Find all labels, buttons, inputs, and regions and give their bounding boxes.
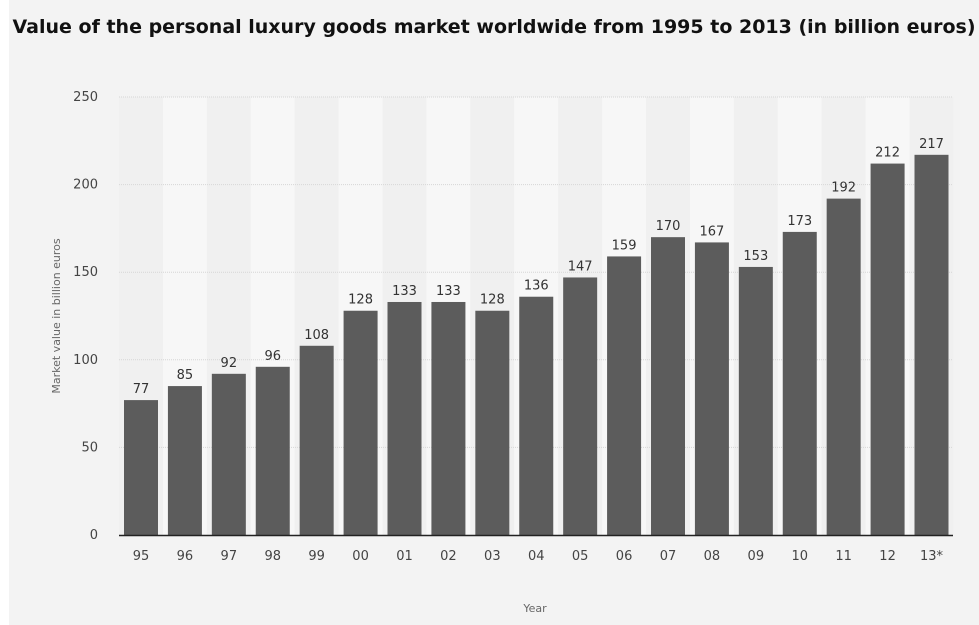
- x-tick-label: 97: [221, 549, 238, 564]
- x-tick-label: 00: [352, 549, 369, 564]
- y-axis-ticks: 0 50 100 150 200 250: [73, 90, 98, 543]
- bar: [299, 345, 334, 535]
- bar: [255, 366, 290, 535]
- bar-value-label: 136: [524, 279, 549, 294]
- y-tick-label: 0: [90, 528, 98, 543]
- y-tick-label: 50: [81, 440, 98, 455]
- x-tick-label: 04: [528, 549, 545, 564]
- bar-value-label: 133: [436, 284, 461, 299]
- bar-value-label: 192: [831, 181, 856, 196]
- bar: [431, 301, 466, 535]
- bar-value-label: 147: [568, 259, 593, 274]
- data-labels: 77 85 92 96 108 128 133 133 128 136 147 159 170 167 15…: [133, 137, 944, 397]
- bar-value-label: 128: [480, 293, 505, 308]
- bar-value-label: 217: [919, 137, 944, 152]
- y-tick-label: 250: [73, 90, 98, 105]
- bar: [738, 266, 773, 535]
- x-tick-label: 11: [835, 549, 852, 564]
- bar-value-label: 153: [743, 249, 768, 264]
- bar: [211, 373, 246, 535]
- y-axis-title: Market value in billion euros: [50, 238, 63, 394]
- bar: [826, 198, 861, 535]
- bar-value-label: 108: [304, 328, 329, 343]
- y-tick-label: 150: [73, 265, 98, 280]
- x-tick-label: 05: [572, 549, 589, 564]
- bar-value-label: 170: [656, 219, 681, 234]
- bar-value-label: 85: [177, 368, 194, 383]
- x-tick-label: 13*: [920, 549, 944, 564]
- bar: [782, 231, 817, 536]
- x-tick-label: 03: [484, 549, 501, 564]
- bar-value-label: 92: [221, 356, 238, 371]
- x-tick-label: 06: [616, 549, 633, 564]
- chart-title: Value of the personal luxury goods marke…: [12, 16, 976, 38]
- bar: [124, 400, 158, 535]
- bar: [607, 256, 642, 535]
- bar-value-label: 77: [133, 382, 150, 397]
- bar: [343, 310, 378, 535]
- x-tick-label: 09: [748, 549, 765, 564]
- bar-value-label: 167: [700, 224, 725, 239]
- bar-value-label: 173: [787, 214, 812, 229]
- x-tick-label: 96: [177, 549, 194, 564]
- x-tick-label: 12: [879, 549, 896, 564]
- x-tick-label: 99: [308, 549, 325, 564]
- bar: [167, 386, 202, 535]
- bar-series: [124, 154, 949, 536]
- bar-value-label: 133: [392, 284, 417, 299]
- y-tick-label: 100: [73, 353, 98, 368]
- bar-value-label: 212: [875, 146, 900, 161]
- x-tick-label: 07: [660, 549, 677, 564]
- bar: [563, 277, 598, 535]
- bar: [694, 242, 729, 535]
- bar-value-label: 96: [264, 349, 281, 364]
- x-tick-label: 95: [133, 549, 150, 564]
- x-axis-title: Year: [522, 602, 547, 615]
- x-tick-label: 02: [440, 549, 457, 564]
- x-tick-label: 10: [791, 549, 808, 564]
- bar: [870, 163, 905, 536]
- bar: [914, 154, 949, 536]
- bar-value-label: 159: [612, 238, 637, 253]
- bar: [651, 237, 685, 535]
- bar-value-label: 128: [348, 293, 373, 308]
- bar: [475, 310, 510, 535]
- x-axis-ticks: 95 96 97 98 99 00 01 02 03 04 05 06 07 08 09 10 11 12 13*: [133, 549, 944, 564]
- y-tick-label: 200: [73, 178, 98, 193]
- x-tick-label: 98: [264, 549, 281, 564]
- x-tick-label: 08: [704, 549, 721, 564]
- x-tick-label: 01: [396, 549, 413, 564]
- bar: [387, 301, 422, 535]
- bar: [519, 296, 554, 535]
